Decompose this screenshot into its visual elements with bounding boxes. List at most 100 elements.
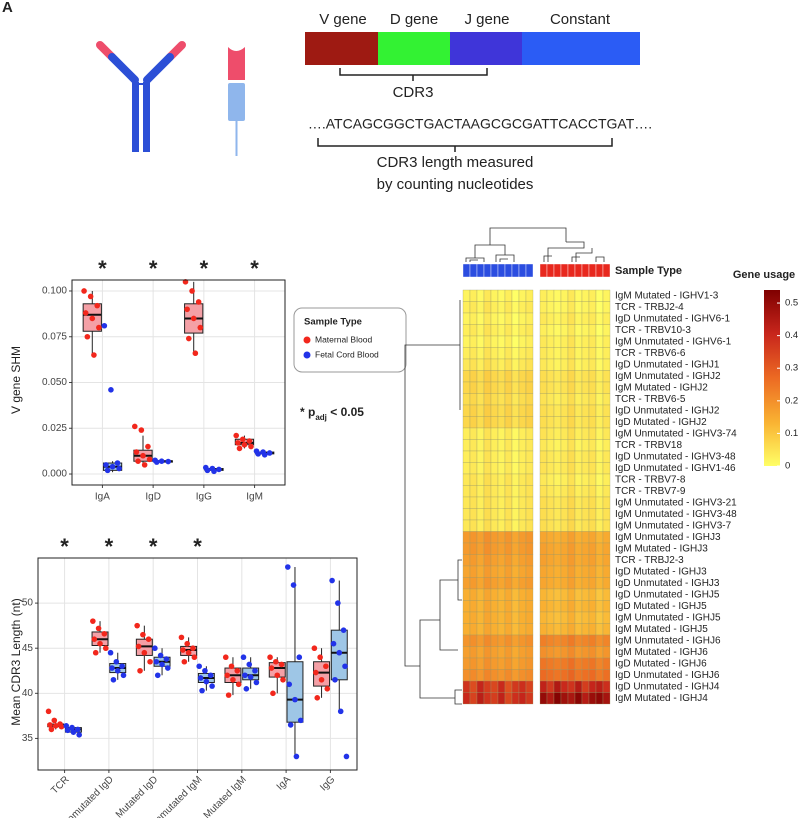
heatmap-cell <box>511 358 520 371</box>
heatmap-cell <box>504 358 513 371</box>
heatmap-cell <box>602 588 611 601</box>
heatmap-cell <box>560 531 569 544</box>
point <box>317 654 323 661</box>
heatmap-cell <box>525 289 534 302</box>
heatmap-cell <box>511 439 520 452</box>
heatmap-cell <box>553 416 562 429</box>
sample-type-cell <box>483 263 492 278</box>
heatmap-cell <box>469 416 478 429</box>
heatmap-cell <box>504 577 513 590</box>
heatmap-cell <box>483 358 492 371</box>
point <box>178 634 185 641</box>
heatmap-cell <box>518 680 527 693</box>
significance-star: * <box>60 534 69 559</box>
point <box>107 649 114 656</box>
heatmap-cell <box>546 427 555 440</box>
heatmap-cell <box>518 381 527 394</box>
heatmap-cell <box>511 301 520 314</box>
heatmap-cell <box>511 427 520 440</box>
point <box>119 663 125 670</box>
row-label: IgM Unmutated - IGHJ6 <box>615 635 721 646</box>
heatmap-cell <box>553 669 562 682</box>
colorbar-tick-label: 0 <box>785 461 790 472</box>
heatmap-cell <box>602 600 611 613</box>
heatmap-cell <box>469 531 478 544</box>
heatmap-cell <box>490 439 499 452</box>
point <box>141 462 148 468</box>
heatmap-cell <box>539 634 548 647</box>
point <box>94 302 101 309</box>
point <box>120 672 127 679</box>
heatmap-cell <box>560 623 569 636</box>
heatmap-cell <box>518 692 527 705</box>
heatmap-cell <box>476 462 485 475</box>
row-label: TCR - TRBV6-5 <box>615 394 686 405</box>
heatmap-cell <box>497 289 506 302</box>
point <box>268 665 275 671</box>
heatmap-cell <box>490 485 499 498</box>
sample-type-cell <box>574 263 583 278</box>
heatmap-cell <box>504 588 513 601</box>
heatmap-cell <box>553 301 562 314</box>
heatmap-cell <box>553 680 562 693</box>
heatmap-cell <box>553 393 562 406</box>
heatmap-cell <box>546 496 555 509</box>
sample-type-cell <box>567 263 576 278</box>
heatmap-cell <box>476 577 485 590</box>
heatmap-cell <box>546 692 555 705</box>
heatmap-cell <box>483 577 492 590</box>
heatmap-cell <box>462 450 471 463</box>
significance-star: * <box>200 256 209 281</box>
point <box>335 600 341 606</box>
heatmap-cell <box>511 324 520 337</box>
sequence-bracket <box>317 138 613 152</box>
heatmap-cell <box>602 485 611 498</box>
heatmap-cell <box>574 335 583 348</box>
point <box>280 676 286 683</box>
point <box>96 324 102 331</box>
heatmap-cell <box>525 554 534 567</box>
heatmap-cell <box>560 485 569 498</box>
point <box>228 663 235 670</box>
heatmap-cell <box>567 600 576 613</box>
sample-type-cell <box>504 263 513 278</box>
heatmap-cell <box>483 347 492 360</box>
heatmap-cell <box>469 393 478 406</box>
heatmap-cell <box>567 370 576 383</box>
heatmap-cell <box>469 657 478 670</box>
heatmap-cell <box>483 427 492 440</box>
heatmap-cell <box>567 531 576 544</box>
point <box>189 288 195 294</box>
heatmap-cell <box>581 600 590 613</box>
heatmap-cell <box>574 646 583 659</box>
heatmap-cell <box>553 381 562 394</box>
heatmap-cell <box>539 680 548 693</box>
heatmap-cell <box>497 381 506 394</box>
heatmap-cell <box>539 301 548 314</box>
x-tick-label: IgD <box>145 492 161 503</box>
point <box>243 686 250 692</box>
point <box>233 432 240 439</box>
heatmap-cell <box>546 358 555 371</box>
heatmap-cell <box>581 577 590 590</box>
heatmap-cell <box>560 358 569 371</box>
heatmap-cell <box>588 301 597 314</box>
heatmap-cell <box>602 450 611 463</box>
heatmap-cell <box>567 404 576 417</box>
heatmap-cell <box>595 439 604 452</box>
colorbar-tick-label: 0.2 <box>785 395 798 406</box>
heatmap-cell <box>525 508 534 521</box>
point <box>247 674 254 680</box>
heatmap-cell <box>553 347 562 360</box>
point <box>329 577 335 584</box>
heatmap-cell <box>469 646 478 659</box>
heatmap-cell <box>476 623 485 636</box>
heatmap-cell <box>469 542 478 555</box>
point <box>91 352 97 358</box>
heatmap-cell <box>560 462 569 475</box>
heatmap-cell <box>560 508 569 521</box>
heatmap-cell <box>497 462 506 475</box>
heatmap-cell <box>602 669 611 682</box>
point <box>314 695 321 701</box>
